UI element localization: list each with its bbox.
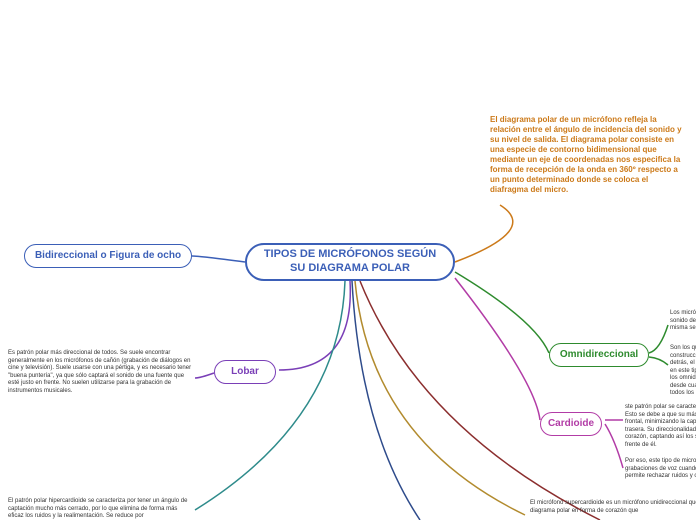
node-label: Omnidireccional (560, 349, 638, 362)
supercardioide-description: El micrófono supercardioide es un micróf… (530, 500, 696, 515)
hipercardioide-description: El patrón polar hipercardioide se caract… (8, 498, 194, 520)
omni-description-1: Los micrófonos omnidireccionales captan … (670, 310, 696, 333)
node-bidireccional[interactable]: Bidireccional o Figura de ocho (24, 244, 192, 268)
cardioide-description-1: ste patrón polar se caracteriza por capt… (625, 404, 696, 449)
lobar-description: Es patrón polar más direccional de todos… (8, 350, 194, 395)
node-label: Bidireccional o Figura de ocho (35, 250, 181, 263)
node-lobar[interactable]: Lobar (214, 360, 276, 384)
node-cardioide[interactable]: Cardioide (540, 412, 602, 436)
node-label: Lobar (231, 366, 259, 379)
cardioide-description-2: Por eso, este tipo de micros son ideales… (625, 458, 696, 481)
intro-description: El diagrama polar de un micrófono reflej… (490, 115, 686, 195)
omni-description-2: Son los que tienen mayor facilidad en su… (670, 345, 696, 398)
central-topic[interactable]: TIPOS DE MICRÓFONOS SEGÚN SU DIAGRAMA PO… (245, 243, 455, 281)
central-topic-label: TIPOS DE MICRÓFONOS SEGÚN SU DIAGRAMA PO… (261, 248, 439, 276)
node-label: Cardioide (548, 418, 594, 431)
node-omnidireccional[interactable]: Omnidireccional (549, 343, 649, 367)
